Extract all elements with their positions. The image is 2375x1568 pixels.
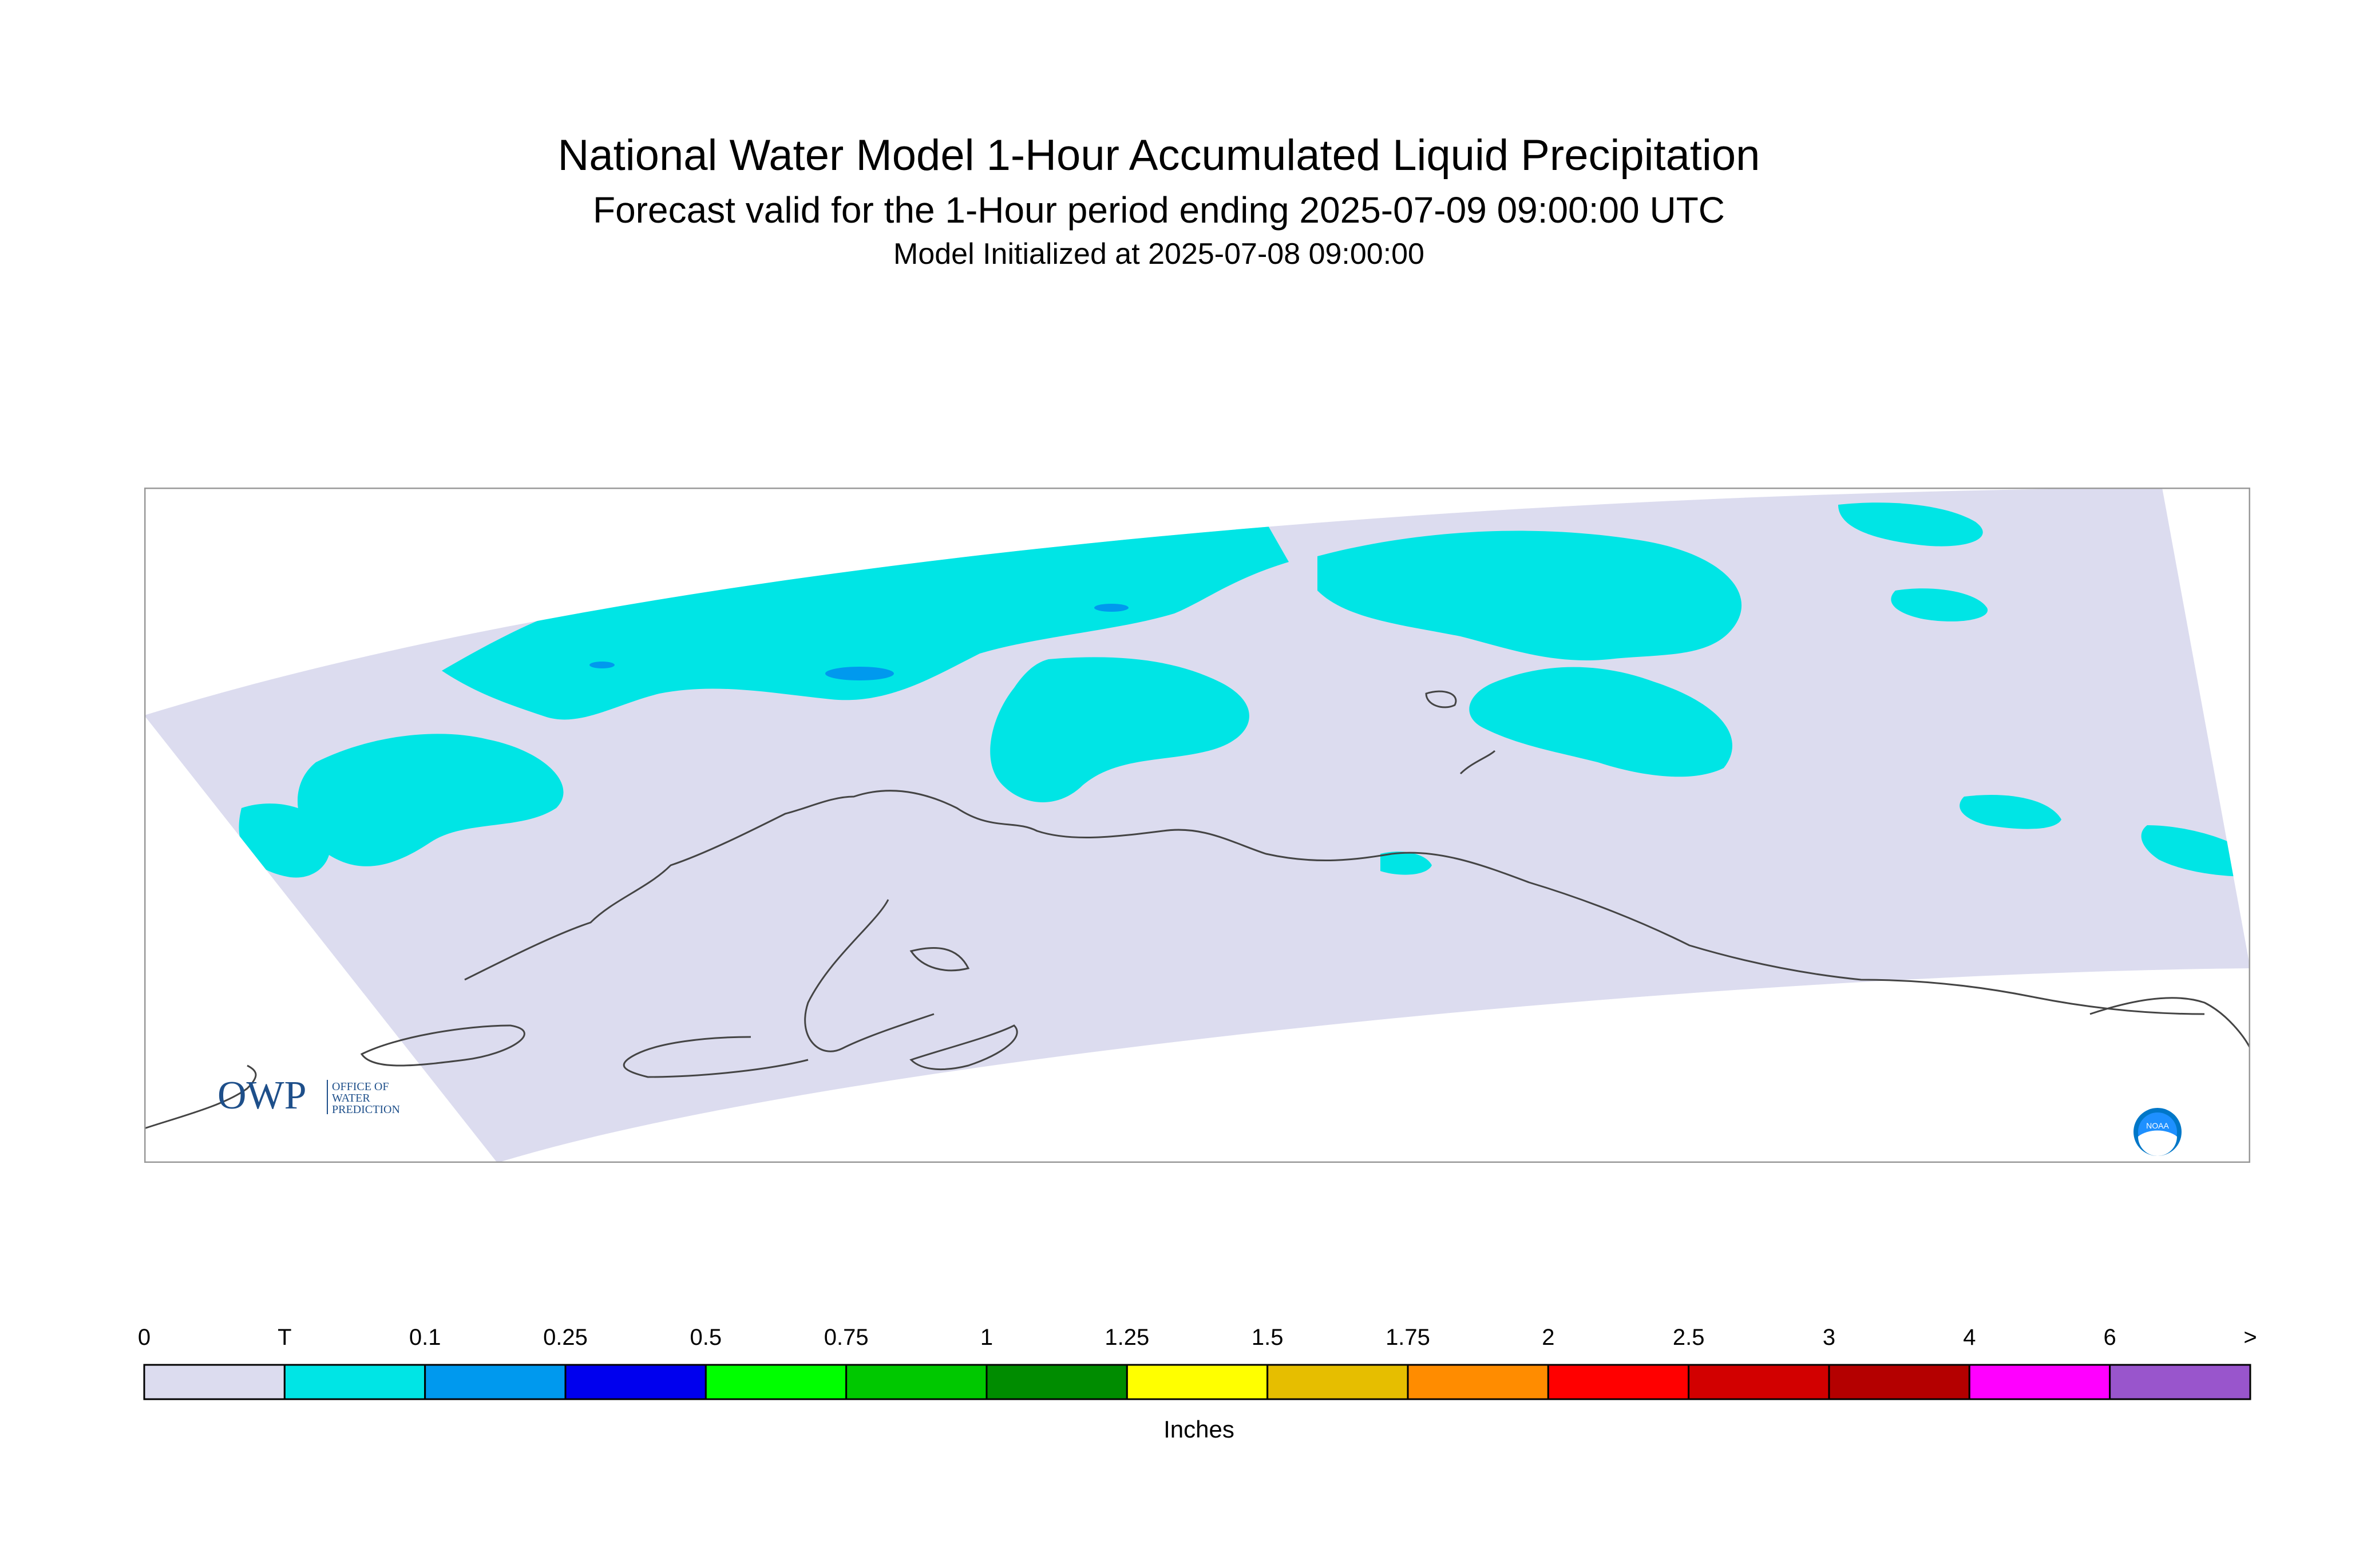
trace-precip-area-south-islands <box>1380 852 1432 875</box>
coastline-lake-2 <box>1459 750 1496 775</box>
light-precip-spot-2 <box>1094 604 1129 612</box>
trace-precip-area-northeast <box>1317 530 1742 660</box>
owp-logo-line3: PREDICTION <box>332 1103 400 1116</box>
legend-tick-label: 0.25 <box>543 1325 588 1350</box>
trace-precip-area-east-small <box>1891 588 1988 621</box>
trace-precip-area-west <box>239 803 331 878</box>
map-title: National Water Model 1-Hour Accumulated … <box>557 131 1760 180</box>
legend-tick-label: 3 <box>1823 1325 1835 1350</box>
coastline-southwest-corner <box>144 1064 257 1130</box>
map-frame <box>144 488 2250 1163</box>
legend-tick-label: 0.1 <box>409 1325 441 1350</box>
trace-precip-area-central <box>990 657 1249 802</box>
precipitation-areas <box>239 502 2250 878</box>
legend-color-box <box>283 1364 426 1400</box>
legend-tick-labels: 0 T 0.1 0.25 0.5 0.75 1 1.25 1.5 1.75 2 2.5 3 4 6 > <box>138 1325 2257 1350</box>
legend-tick-label: 0 <box>138 1325 151 1350</box>
legend-tick-label: > <box>2243 1325 2257 1350</box>
legend-tick-label: 1.25 <box>1105 1325 1149 1350</box>
trace-precip-area-far-east <box>2141 825 2250 877</box>
coastline-lake-3 <box>909 947 970 972</box>
trace-precip-area-east <box>1469 667 1732 777</box>
noaa-logo: NOAA <box>2133 1108 2182 1156</box>
legend-tick-label: T <box>278 1325 291 1350</box>
light-precip-spot-1 <box>825 667 894 680</box>
trace-precip-area-far-northeast <box>1838 502 1983 547</box>
coastline-cook-inlet <box>804 899 935 1052</box>
legend-color-box <box>424 1364 567 1400</box>
legend-color-box <box>1547 1364 1690 1400</box>
coastlines <box>144 690 2250 1130</box>
legend-color-boxes <box>143 1364 2251 1400</box>
coastline-peninsula <box>623 1036 809 1078</box>
legend-tick-label: 2 <box>1542 1325 1554 1350</box>
coastline-kodiak <box>909 1024 1018 1070</box>
legend-color-box <box>1126 1364 1269 1400</box>
legend-color-box <box>564 1364 707 1400</box>
legend-color-box <box>704 1364 848 1400</box>
owp-logo-text: OWP <box>217 1074 307 1118</box>
legend-color-box <box>1828 1364 1970 1400</box>
owp-logo: OWP OFFICE OF WATER PREDICTION <box>217 1074 400 1118</box>
legend-color-box <box>1266 1364 1409 1400</box>
coastline-nunivak <box>360 1024 525 1067</box>
legend-color-box <box>1688 1364 1830 1400</box>
owp-logo-line1: OFFICE OF <box>332 1080 389 1093</box>
legend-color-box <box>845 1364 988 1400</box>
legend-color-box <box>1407 1364 1549 1400</box>
coastline-lake-1 <box>1425 690 1457 708</box>
legend-tick-label: 1 <box>980 1325 993 1350</box>
noaa-logo-text: NOAA <box>2146 1121 2169 1130</box>
coastline-southeast <box>2089 997 2250 1049</box>
coastline-mainland <box>464 790 2205 1015</box>
legend-color-box <box>1968 1364 2111 1400</box>
legend-tick-label: 1.5 <box>1252 1325 1284 1350</box>
legend-units-label: Inches <box>1163 1416 1234 1443</box>
precipitation-map: OWP OFFICE OF WATER PREDICTION NOAA <box>144 488 2250 1163</box>
forecast-valid-subtitle: Forecast valid for the 1-Hour period end… <box>592 189 1725 231</box>
legend-tick-label: 2.5 <box>1673 1325 1705 1350</box>
legend-tick-label: 0.5 <box>690 1325 722 1350</box>
light-precip-spot-3 <box>589 662 615 668</box>
legend-tick-label: 6 <box>2104 1325 2116 1350</box>
trace-precip-area-northwest <box>297 734 564 866</box>
legend-tick-label: 1.75 <box>1386 1325 1430 1350</box>
legend-color-box <box>143 1364 286 1400</box>
legend-tick-label: 0.75 <box>824 1325 869 1350</box>
model-init-subtitle: Model Initialized at 2025-07-08 09:00:00 <box>893 237 1424 271</box>
trace-precip-area-southeast <box>1960 794 2061 829</box>
legend-color-box <box>985 1364 1128 1400</box>
legend-tick-label: 4 <box>1963 1325 1976 1350</box>
legend-color-box <box>2109 1364 2251 1400</box>
trace-precip-area-north <box>442 522 1289 720</box>
owp-logo-line2: WATER <box>332 1092 370 1104</box>
